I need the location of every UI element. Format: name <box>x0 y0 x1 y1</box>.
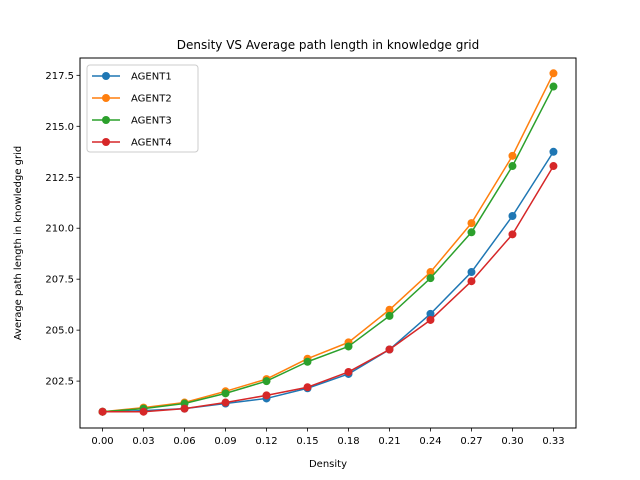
data-point-agent2 <box>508 151 517 160</box>
data-point-agent1 <box>426 309 435 318</box>
legend-box <box>86 64 199 153</box>
data-point-agent3 <box>467 228 476 237</box>
x-tick-label: 0.24 <box>419 436 441 447</box>
data-point-agent4 <box>262 391 271 400</box>
data-point-agent3 <box>508 162 517 171</box>
legend-marker-agent1 <box>102 72 110 80</box>
x-tick-label: 0.21 <box>378 436 400 447</box>
data-point-agent3 <box>344 342 353 351</box>
data-point-agent3 <box>426 274 435 283</box>
legend-marker-agent3 <box>102 116 110 124</box>
data-point-agent4 <box>344 367 353 376</box>
y-tick-label: 212.5 <box>45 173 74 184</box>
y-tick-label: 210.0 <box>45 224 74 235</box>
x-tick-label: 0.00 <box>91 436 113 447</box>
legend-label-agent2: AGENT2 <box>131 94 172 105</box>
data-point-agent3 <box>262 377 271 386</box>
x-tick-label: 0.09 <box>214 436 236 447</box>
x-tick-label: 0.27 <box>460 436 482 447</box>
data-point-agent2 <box>467 219 476 228</box>
series-line-agent4 <box>102 165 555 413</box>
x-tick-label: 0.12 <box>255 436 277 447</box>
x-axis-title: Density <box>309 459 347 470</box>
axes-frame <box>79 57 577 429</box>
legend-label-agent3: AGENT3 <box>131 116 172 127</box>
data-point-agent2 <box>385 305 394 314</box>
series-line-agent3 <box>102 86 555 413</box>
y-axis-title: Average path length in knowledge grid <box>13 146 24 340</box>
data-point-agent4 <box>98 407 107 416</box>
x-tick-label: 0.06 <box>173 436 195 447</box>
y-tick-label: 202.5 <box>45 377 74 388</box>
y-tick-label: 217.5 <box>45 71 74 82</box>
data-point-agent4 <box>139 407 148 416</box>
data-point-agent4 <box>221 398 230 407</box>
y-tick-label: 207.5 <box>45 275 74 286</box>
x-tick-label: 0.30 <box>501 436 523 447</box>
data-point-agent2 <box>426 268 435 277</box>
x-tick-label: 0.18 <box>337 436 359 447</box>
data-point-agent3 <box>549 82 558 91</box>
data-point-agent4 <box>180 404 189 413</box>
legend-marker-agent2 <box>102 94 110 102</box>
legend-label-agent4: AGENT4 <box>131 138 172 149</box>
y-tick-label: 205.0 <box>45 326 74 337</box>
data-point-agent3 <box>303 357 312 366</box>
legend-label-agent1: AGENT1 <box>131 72 172 83</box>
y-tick-label: 215.0 <box>45 122 74 133</box>
data-point-agent3 <box>221 389 230 398</box>
data-point-agent4 <box>549 162 558 171</box>
data-point-agent1 <box>549 147 558 156</box>
x-tick-label: 0.03 <box>132 436 154 447</box>
data-point-agent4 <box>426 315 435 324</box>
legend-marker-agent4 <box>102 138 110 146</box>
plot-area <box>98 69 558 416</box>
x-tick-label: 0.15 <box>296 436 318 447</box>
series-line-agent2 <box>102 72 555 413</box>
chart-title: Density VS Average path length in knowle… <box>177 38 479 52</box>
x-tick-label: 0.33 <box>542 436 564 447</box>
y-axis: 202.5 205.0 207.5 210.0 212.5 215.0 217.5 <box>45 71 80 388</box>
x-axis: 0.00 0.03 0.06 0.09 0.12 0.15 0.18 0.21 0.24 0.27… <box>91 428 565 447</box>
data-point-agent3 <box>385 311 394 320</box>
data-point-agent4 <box>508 230 517 239</box>
legend: AGENT1 AGENT2 AGENT3 AGENT4 <box>86 64 199 153</box>
data-point-agent1 <box>467 268 476 277</box>
data-point-agent4 <box>385 345 394 354</box>
data-point-agent4 <box>467 277 476 286</box>
data-point-agent1 <box>508 211 517 220</box>
data-point-agent4 <box>303 383 312 392</box>
data-point-agent2 <box>549 69 558 78</box>
